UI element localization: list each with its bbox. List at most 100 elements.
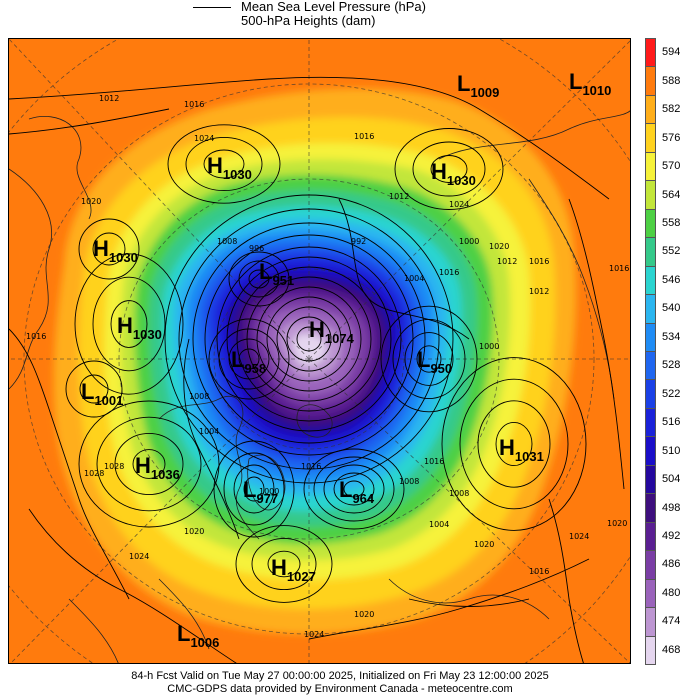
isobar	[568, 198, 625, 490]
isobars	[9, 76, 625, 663]
isobar	[408, 598, 530, 607]
isobar-label: 1004	[429, 520, 449, 529]
colorbar-swatch	[645, 294, 656, 324]
colorbar-swatch	[645, 237, 656, 267]
isobar-label: 1024	[194, 134, 214, 143]
isobar-label: 1012	[529, 287, 549, 296]
colorbar-swatch	[645, 123, 656, 153]
isobar	[208, 318, 290, 400]
isobar	[92, 276, 166, 372]
colorbar-swatch	[645, 94, 656, 125]
isobar	[110, 300, 148, 348]
colorbar-label: 480	[662, 586, 680, 599]
isobar	[238, 260, 280, 298]
isobar	[459, 378, 569, 510]
isobar-label: 1024	[449, 200, 469, 209]
isobar	[338, 198, 470, 340]
isobar	[78, 400, 220, 528]
isobar-label: 1012	[497, 257, 517, 266]
isobar	[267, 550, 301, 578]
isobar	[167, 124, 281, 204]
colorbar-label: 504	[662, 473, 680, 486]
isobar	[235, 525, 333, 603]
isobar	[164, 194, 454, 484]
isobar	[185, 136, 263, 192]
pressure-centers: L1009 L1010 H1030 H1030 H1030 L951 H1030 H1074 L…	[81, 69, 611, 650]
colorbar-swatch	[645, 322, 656, 352]
isobar	[441, 357, 587, 531]
isobar-label: 1008	[449, 489, 469, 498]
isobar-label: 1016	[529, 567, 549, 576]
colorbar-label: 576	[662, 131, 680, 144]
isobar	[74, 253, 184, 395]
legend-subtitle: 500-hPa Heights (dam)	[241, 13, 376, 28]
colorbar-swatch	[645, 265, 656, 296]
isobar-label: 1028	[104, 462, 124, 471]
colorbar-label: 510	[662, 444, 680, 457]
isobar-label: 1000	[259, 487, 279, 496]
isobar	[228, 338, 270, 380]
isobar-label: 1004	[199, 427, 219, 436]
high-pressure-center: H1036	[135, 453, 180, 482]
colorbar-swatch	[645, 208, 656, 239]
isobar	[192, 222, 426, 456]
isobar-label: 1012	[99, 94, 119, 103]
isobar	[236, 266, 382, 412]
isobar	[412, 141, 486, 197]
isobar	[256, 286, 362, 392]
isobar	[203, 149, 245, 179]
isobar-label: 1024	[569, 532, 589, 541]
low-pressure-center: L964	[339, 477, 375, 506]
colorbar-label: 588	[662, 74, 680, 87]
isobar-label: 1016	[529, 257, 549, 266]
isobar	[495, 421, 533, 467]
isobar-label: 1020	[81, 197, 101, 206]
map-panel: 1012 1016 1024 1016 1020 1012 1008 996 992 1000 10…	[8, 38, 631, 664]
isobar-label: 1008	[189, 392, 209, 401]
isobar-label: 1020	[489, 242, 509, 251]
isobar	[323, 464, 385, 514]
low-pressure-center: L1006	[177, 621, 219, 650]
high-pressure-center: H1027	[271, 555, 316, 584]
isobar	[238, 348, 260, 370]
isobar	[213, 440, 295, 538]
low-pressure-center: L950	[417, 347, 452, 376]
isobar-label: 1004	[404, 274, 424, 283]
isobar	[548, 498, 584, 663]
high-pressure-center: H1031	[499, 435, 544, 464]
colorbar-swatch	[645, 66, 656, 96]
isobar	[78, 218, 140, 280]
isobar	[79, 374, 109, 404]
high-pressure-center: H1030	[117, 313, 162, 342]
isobar	[9, 76, 610, 200]
colorbar-swatch	[645, 607, 656, 637]
colorbar-label: 534	[662, 330, 680, 343]
isobar-labels: 1012 1016 1024 1016 1020 1012 1008 996 992 1000 10…	[26, 94, 629, 639]
isobar	[266, 296, 352, 382]
isobar	[380, 305, 478, 413]
colorbar-swatch	[645, 493, 656, 523]
colorbar-label: 552	[662, 245, 680, 258]
high-pressure-center: H1030	[207, 153, 252, 182]
isobar-label: 1020	[184, 527, 204, 536]
isobar	[243, 476, 265, 502]
colorbar-swatch	[645, 379, 656, 409]
colorbar-label: 474	[662, 615, 680, 628]
colorbar-label: 486	[662, 558, 680, 571]
map-svg: 1012 1016 1024 1016 1020 1012 1008 996 992 1000 10…	[9, 39, 630, 663]
isobar	[333, 472, 375, 506]
low-pressure-center: L958	[231, 347, 266, 376]
isobar	[9, 328, 130, 600]
low-pressure-center: L1010	[569, 69, 611, 98]
low-pressure-center: L1009	[457, 71, 499, 100]
isobar-label: 1016	[609, 264, 629, 273]
isobar	[9, 108, 170, 135]
isobar	[132, 449, 166, 479]
colorbar-label: 546	[662, 273, 680, 286]
legend-title: Mean Sea Level Pressure (hPa)	[241, 0, 426, 14]
footer-line-2: CMC-GDPS data provided by Environment Ca…	[167, 683, 513, 695]
isobar-label: 1024	[129, 552, 149, 561]
colorbar-label: 582	[662, 103, 680, 116]
colorbar-swatch	[645, 550, 656, 580]
isobar-label: 1028	[84, 469, 104, 478]
